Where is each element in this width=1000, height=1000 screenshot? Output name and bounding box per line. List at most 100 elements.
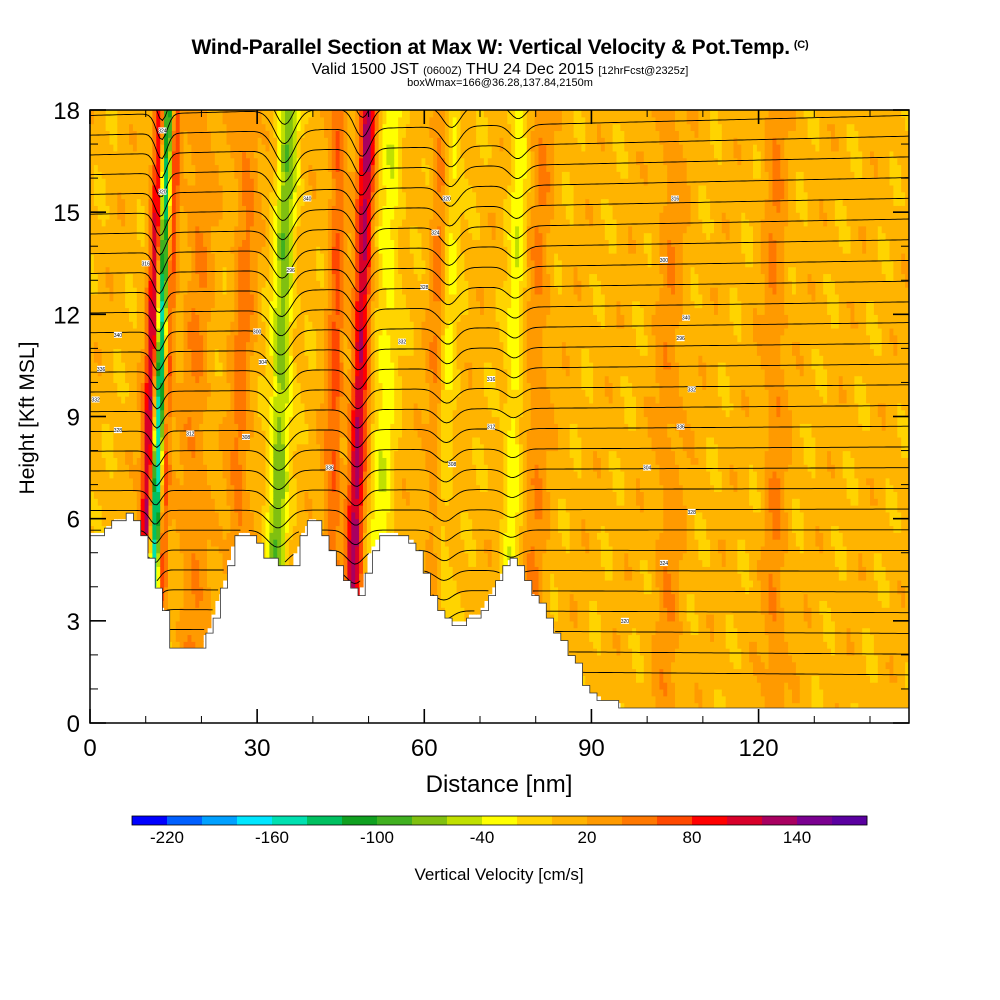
velocity-cell: [300, 334, 306, 343]
velocity-cell: [105, 505, 111, 513]
velocity-cell: [257, 505, 263, 513]
velocity-cell: [331, 232, 337, 241]
velocity-cell: [105, 287, 111, 295]
velocity-cell: [327, 545, 333, 554]
velocity-cell: [203, 116, 208, 125]
velocity-cell: [156, 579, 161, 588]
velocity-cell: [308, 116, 313, 125]
velocity-cell: [359, 498, 364, 506]
velocity-cell: [292, 123, 298, 132]
velocity-cell: [304, 491, 309, 499]
velocity-cell: [265, 253, 270, 261]
velocity-cell: [312, 443, 317, 452]
velocity-cell: [140, 382, 146, 390]
velocity-cell: [199, 225, 204, 234]
velocity-cell: [179, 321, 185, 329]
velocity-cell: [195, 614, 200, 622]
velocity-cell: [191, 579, 196, 588]
velocity-cell: [195, 348, 200, 356]
velocity-cell: [249, 396, 255, 404]
velocity-cell: [148, 273, 153, 281]
velocity-cell: [331, 287, 337, 295]
velocity-cell: [207, 341, 212, 349]
velocity-cell: [351, 287, 356, 295]
velocity-cell: [152, 430, 157, 438]
velocity-cell: [300, 525, 306, 533]
velocity-cell: [351, 423, 356, 431]
velocity-cell: [238, 505, 243, 513]
velocity-cell: [343, 116, 348, 125]
velocity-cell: [273, 280, 278, 288]
velocity-cell: [366, 205, 372, 213]
velocity-cell: [218, 116, 224, 125]
velocity-cell: [335, 314, 341, 322]
velocity-cell: [187, 484, 192, 493]
velocity-cell: [351, 300, 356, 309]
velocity-cell: [222, 532, 228, 540]
velocity-cell: [207, 116, 212, 125]
velocity-cell: [210, 287, 216, 295]
velocity-cell: [171, 246, 177, 254]
velocity-cell: [304, 198, 309, 206]
velocity-cell: [148, 532, 153, 540]
velocity-cell: [179, 110, 185, 118]
velocity-cell: [222, 477, 228, 486]
velocity-cell: [179, 545, 185, 554]
velocity-cell: [253, 491, 259, 499]
velocity-cell: [105, 491, 111, 499]
velocity-cell: [109, 266, 114, 275]
velocity-cell: [101, 253, 107, 261]
velocity-cell: [230, 470, 235, 479]
velocity-cell: [129, 253, 134, 261]
velocity-cell: [261, 348, 267, 356]
velocity-cell: [246, 218, 251, 227]
velocity-cell: [292, 130, 298, 138]
velocity-cell: [234, 470, 239, 479]
velocity-cell: [207, 266, 212, 275]
velocity-cell: [304, 273, 309, 281]
velocity-cell: [90, 198, 95, 206]
velocity-cell: [374, 511, 380, 520]
velocity-cell: [277, 355, 282, 363]
velocity-cell: [136, 307, 142, 315]
velocity-cell: [113, 307, 118, 315]
velocity-cell: [230, 232, 235, 241]
velocity-cell: [273, 164, 278, 172]
velocity-cell: [207, 334, 212, 343]
velocity-cell: [171, 157, 177, 166]
velocity-cell: [277, 164, 282, 172]
velocity-cell: [195, 218, 200, 227]
velocity-cell: [183, 266, 189, 275]
velocity-cell: [218, 430, 224, 438]
velocity-cell: [214, 362, 220, 370]
velocity-cell: [113, 198, 118, 206]
velocity-cell: [195, 477, 200, 486]
velocity-cell: [343, 212, 348, 220]
velocity-cell: [121, 164, 126, 172]
velocity-cell: [90, 484, 95, 493]
velocity-cell: [281, 273, 286, 281]
velocity-cell: [129, 212, 134, 220]
velocity-cell: [331, 280, 337, 288]
velocity-cell: [335, 280, 341, 288]
velocity-cell: [101, 157, 107, 166]
velocity-cell: [117, 327, 122, 336]
velocity-cell: [187, 137, 192, 145]
velocity-cell: [113, 443, 118, 452]
velocity-cell: [339, 464, 345, 472]
velocity-cell: [300, 423, 306, 431]
velocity-cell: [324, 518, 329, 527]
velocity-cell: [269, 334, 274, 343]
velocity-cell: [214, 137, 220, 145]
velocity-cell: [191, 586, 196, 595]
velocity-cell: [238, 498, 243, 506]
velocity-cell: [246, 184, 251, 193]
velocity-cell: [156, 293, 161, 302]
velocity-cell: [152, 525, 157, 533]
velocity-cell: [246, 505, 251, 513]
velocity-cell: [144, 212, 150, 220]
velocity-cell: [148, 552, 153, 561]
velocity-cell: [171, 144, 177, 152]
velocity-cell: [331, 532, 337, 540]
velocity-cell: [339, 545, 345, 554]
